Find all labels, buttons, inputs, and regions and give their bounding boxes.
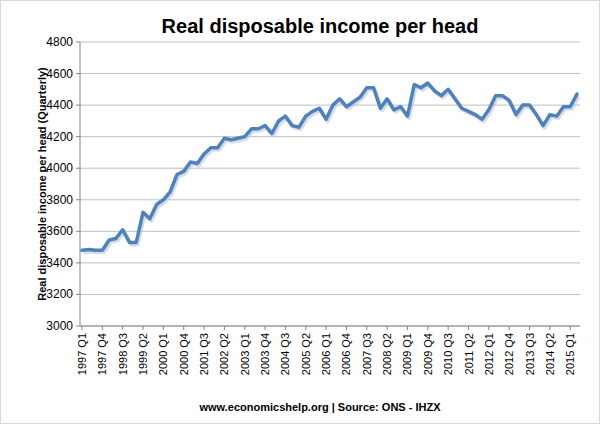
x-tick — [122, 326, 123, 330]
x-tick-label: 2006 Q1 — [320, 333, 332, 375]
y-axis-label: Real disposable income per head (Quarter… — [36, 67, 48, 301]
x-tick — [366, 326, 367, 330]
x-tick — [285, 326, 286, 330]
x-tick-label: 2009 Q1 — [401, 333, 413, 375]
x-tick — [305, 326, 306, 330]
x-tick-label: 2015 Q1 — [564, 333, 576, 375]
x-tick-label: 2009 Q4 — [422, 333, 434, 375]
y-tick-label: 4400 — [46, 98, 73, 112]
title: Real disposable income per head — [162, 15, 479, 37]
x-tick — [448, 326, 449, 330]
y-tick-label: 4200 — [46, 130, 73, 144]
y-tick — [76, 136, 80, 137]
x-axis — [80, 326, 580, 327]
grid-line — [80, 262, 580, 263]
x-tick-label: 2003 Q1 — [239, 333, 251, 375]
x-tick-label: 2003 Q4 — [259, 333, 271, 375]
x-tick-label: 1998 Q3 — [117, 333, 129, 375]
x-tick — [407, 326, 408, 330]
y-tick — [76, 326, 80, 327]
x-tick — [346, 326, 347, 330]
y-tick — [76, 73, 80, 74]
x-tick-label: 2008 Q2 — [381, 333, 393, 375]
grid-line — [80, 294, 580, 295]
x-tick — [143, 326, 144, 330]
x-tick — [570, 326, 571, 330]
x-tick-label: 2013 Q3 — [524, 333, 536, 375]
x-tick — [102, 326, 103, 330]
x-tick — [326, 326, 327, 330]
y-tick — [76, 231, 80, 232]
y-tick-label: 3800 — [46, 193, 73, 207]
x-tick — [509, 326, 510, 330]
x-tick-label: 2000 Q4 — [178, 333, 190, 375]
y-tick-label: 4800 — [46, 35, 73, 49]
grid-line — [80, 105, 580, 106]
x-tick-label: 1997 Q4 — [96, 333, 108, 375]
x-tick — [488, 326, 489, 330]
x-tick-label: 2007 Q3 — [361, 333, 373, 375]
grid-line — [80, 42, 580, 43]
x-tick — [387, 326, 388, 330]
grid-line — [80, 136, 580, 137]
x-tick-label: 2002 Q2 — [218, 333, 230, 375]
x-tick-label: 1997 Q1 — [76, 333, 88, 375]
grid-line — [80, 326, 580, 327]
x-tick — [549, 326, 550, 330]
x-tick-label: 2012 Q4 — [503, 333, 515, 375]
x-tick-label: 2001 Q3 — [198, 333, 210, 375]
y-axis — [80, 42, 81, 326]
x-tick — [427, 326, 428, 330]
y-tick — [76, 42, 80, 43]
x-tick — [163, 326, 164, 330]
x-tick — [82, 326, 83, 330]
x-tick-label: 1999 Q2 — [137, 333, 149, 375]
source: www.economicshelp.org | Source: ONS - IH… — [198, 401, 441, 413]
y-tick-label: 4600 — [46, 67, 73, 81]
data-line — [82, 83, 577, 250]
x-tick — [224, 326, 225, 330]
x-tick-label: 2005 Q2 — [300, 333, 312, 375]
x-tick-label: 2010 Q3 — [442, 333, 454, 375]
grid-line — [80, 73, 580, 74]
x-tick-label: 2000 Q1 — [157, 333, 169, 375]
y-tick — [76, 105, 80, 106]
x-tick-label: 2012 Q1 — [483, 333, 495, 375]
x-tick — [204, 326, 205, 330]
y-tick-label: 3200 — [46, 287, 73, 301]
y-tick-label: 4000 — [46, 161, 73, 175]
y-tick-label: 3000 — [46, 319, 73, 333]
x-tick — [244, 326, 245, 330]
x-tick-label: 2006 Q4 — [340, 333, 352, 375]
plot-area — [82, 83, 579, 252]
x-tick-label: 2011 Q2 — [463, 333, 475, 374]
chart-frame — [1, 1, 600, 424]
y-tick — [76, 199, 80, 200]
x-tick — [183, 326, 184, 330]
grid-line — [80, 231, 580, 232]
x-tick — [265, 326, 266, 330]
x-tick — [529, 326, 530, 330]
y-tick-label: 3600 — [46, 224, 73, 238]
chart: Real disposable income per head 3000 3200 3… — [0, 0, 600, 424]
y-tick — [76, 294, 80, 295]
x-tick-label: 2014 Q2 — [544, 333, 556, 375]
grid-line — [80, 168, 580, 169]
x-tick — [468, 326, 469, 330]
x-tick-label: 2004 Q3 — [279, 333, 291, 375]
grid-line — [80, 199, 580, 200]
y-tick-label: 3400 — [46, 256, 73, 270]
y-tick — [76, 168, 80, 169]
y-tick — [76, 262, 80, 263]
